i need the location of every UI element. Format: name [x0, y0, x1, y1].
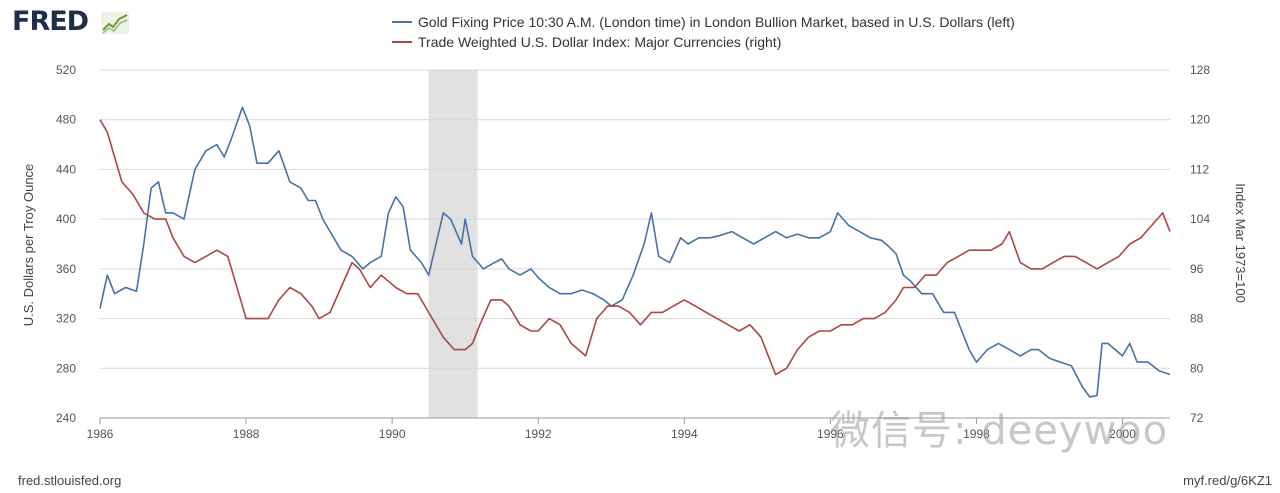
- legend-swatch-gold: [392, 21, 412, 23]
- y-tick-label-left: 240: [56, 411, 76, 425]
- y-tick-label-right: 120: [1190, 113, 1210, 127]
- y-tick-label-left: 440: [56, 162, 76, 176]
- chart-legend: Gold Fixing Price 10:30 A.M. (London tim…: [392, 12, 1015, 52]
- source-link[interactable]: fred.stlouisfed.org: [18, 473, 122, 488]
- y-tick-label-right: 104: [1190, 212, 1210, 226]
- legend-entry-gold: Gold Fixing Price 10:30 A.M. (London tim…: [392, 12, 1015, 32]
- y-tick-label-left: 480: [56, 113, 76, 127]
- x-tick-label: 1990: [379, 427, 406, 441]
- y-tick-label-left: 520: [56, 63, 76, 77]
- y-tick-label-left: 400: [56, 212, 76, 226]
- y-axis-label-left: U.S. Dollars per Troy Ounce: [21, 164, 36, 327]
- y-tick-label-right: 112: [1190, 162, 1209, 176]
- y-tick-label-right: 88: [1190, 312, 1204, 326]
- wechat-watermark: 微信号: deeywoo: [830, 408, 1169, 454]
- y-tick-label-right: 72: [1190, 411, 1204, 425]
- x-tick-label: 1986: [87, 427, 114, 441]
- x-tick-label: 1992: [525, 427, 552, 441]
- short-link[interactable]: myf.red/g/6KZ1: [1183, 473, 1272, 488]
- trend-logo-icon: [101, 12, 129, 34]
- gold-price-line: [99, 106, 1171, 398]
- legend-swatch-usd: [392, 41, 412, 43]
- x-tick-label: 1988: [233, 427, 260, 441]
- y-tick-label-left: 280: [56, 361, 76, 375]
- y-tick-label-right: 80: [1190, 361, 1204, 375]
- x-tick-label: 1996: [817, 427, 844, 441]
- y-tick-label-left: 320: [56, 312, 76, 326]
- fred-logo: FRED: [12, 6, 89, 37]
- legend-entry-usd: Trade Weighted U.S. Dollar Index: Major …: [392, 32, 1015, 52]
- usd-index-line: [99, 119, 1171, 376]
- y-tick-label-right: 96: [1190, 262, 1204, 276]
- legend-label-gold: Gold Fixing Price 10:30 A.M. (London tim…: [418, 14, 1015, 30]
- x-tick-label: 1998: [963, 427, 990, 441]
- x-tick-label: 2000: [1109, 427, 1136, 441]
- x-tick-label: 1994: [671, 427, 698, 441]
- legend-label-usd: Trade Weighted U.S. Dollar Index: Major …: [418, 34, 782, 50]
- y-tick-label-left: 360: [56, 262, 76, 276]
- y-tick-label-right: 128: [1190, 63, 1210, 77]
- y-axis-label-right: Index Mar 1973=100: [1233, 183, 1248, 303]
